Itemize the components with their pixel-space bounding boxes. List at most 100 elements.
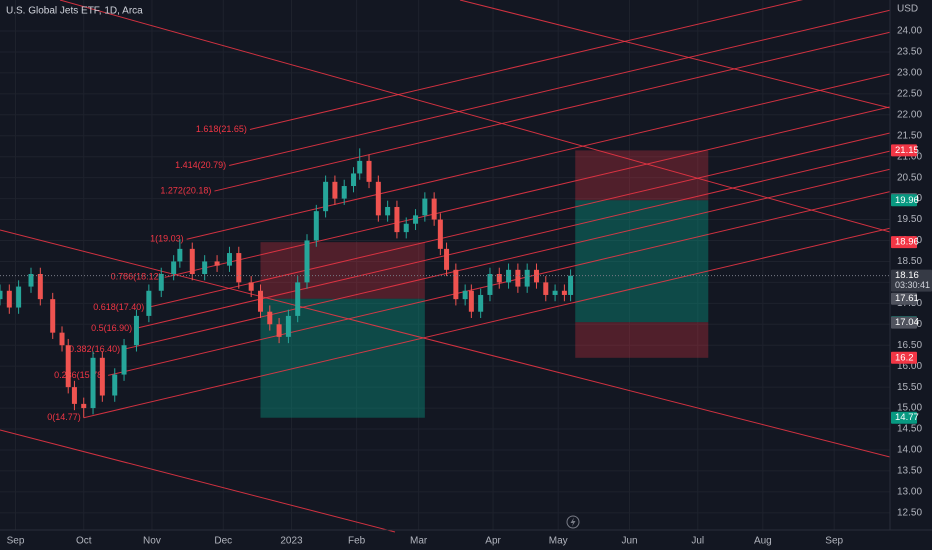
x-tick-label: Oct — [76, 536, 92, 547]
candle-body — [496, 274, 502, 283]
y-tick-label: 21.50 — [897, 130, 922, 141]
candle-body — [437, 219, 443, 249]
candle-body — [524, 269, 530, 287]
fib-label: 0.786(18.12) — [111, 272, 162, 282]
fib-label: 1.414(20.79) — [175, 160, 226, 170]
candle-body — [121, 345, 127, 375]
y-tick-label: 14.00 — [897, 445, 922, 456]
candle-body — [248, 282, 254, 291]
x-tick-label: Dec — [214, 536, 232, 547]
fib-label: 0.382(16.40) — [69, 344, 120, 354]
candle-body — [313, 211, 319, 241]
candle-body — [177, 248, 183, 262]
candle-body — [202, 261, 208, 275]
fib-level — [229, 9, 891, 166]
price-label: 17.04 — [895, 317, 919, 328]
x-tick-label: Sep — [825, 536, 843, 547]
y-tick-label: 20.50 — [897, 172, 922, 183]
candle-body — [267, 311, 273, 325]
x-tick-label: Jul — [691, 536, 704, 547]
position-zones — [260, 150, 709, 418]
candle-body — [533, 269, 539, 283]
price-label: 19.96 — [895, 195, 919, 206]
position-zone — [260, 242, 425, 299]
candle-body — [6, 290, 12, 308]
fib-label: 0.5(16.90) — [91, 323, 132, 333]
y-tick-label: 21.00 — [897, 151, 922, 162]
candle-body — [276, 324, 282, 337]
candle-body — [487, 274, 493, 295]
candle-body — [323, 181, 329, 212]
price-label-bg — [891, 144, 917, 157]
candle-body — [431, 198, 437, 220]
price-label-bg — [891, 236, 917, 249]
x-tick-label: Sep — [7, 536, 25, 547]
candle-body — [16, 286, 22, 308]
y-tick-label: 14.50 — [897, 424, 922, 435]
x-tick-label: Nov — [143, 536, 161, 547]
fib-level — [249, 0, 804, 130]
candle-body — [71, 387, 77, 404]
candle-body — [146, 290, 152, 316]
price-label-bg — [891, 411, 917, 424]
candle-body — [226, 253, 232, 266]
candle-body — [394, 206, 400, 233]
y-tick-label: 13.50 — [897, 466, 922, 477]
currency: USD — [897, 4, 918, 15]
x-tick-label: Jun — [621, 536, 637, 547]
trendline — [59, 0, 891, 233]
candle-body — [366, 160, 372, 182]
candle-body — [506, 269, 512, 283]
candles — [0, 148, 890, 418]
candle-body — [515, 269, 521, 287]
fib-label: 0(14.77) — [47, 412, 81, 422]
candle-body — [90, 357, 96, 409]
candle-body — [0, 290, 3, 300]
fib-level — [122, 168, 891, 350]
candle-body — [351, 173, 357, 187]
last-price-label: 18.16 — [895, 270, 919, 281]
candle-body — [99, 357, 105, 396]
candle-body — [332, 181, 338, 199]
y-tick-label: 15.00 — [897, 403, 922, 414]
candle-body — [158, 274, 164, 291]
candle-body — [214, 261, 220, 266]
y-tick-label: 13.00 — [897, 487, 922, 498]
candle-body — [304, 240, 310, 283]
candle-body — [462, 290, 468, 300]
candle-body — [28, 274, 34, 287]
price-labels: 21.1519.9919.9618.9617.6117.0517.0416.21… — [891, 144, 932, 424]
price-label: 17.61 — [895, 293, 919, 304]
x-tick-label: May — [549, 536, 568, 547]
fib-channel: 0(14.77) 0.236(15.78) 0.382(16.40) 0.5(16.9… — [47, 0, 891, 422]
trendline — [0, 429, 396, 533]
x-tick-label: Mar — [410, 536, 428, 547]
position-zone — [575, 200, 709, 323]
candle-body — [59, 332, 65, 346]
candle-body — [375, 181, 381, 216]
y-tick-label: 18.50 — [897, 256, 922, 267]
candle-body — [413, 215, 419, 224]
fib-level — [186, 73, 891, 240]
chart-title: U.S. Global Jets ETF, 1D, Arca — [6, 6, 143, 17]
replay-icon[interactable] — [566, 515, 580, 529]
candle-body — [422, 198, 428, 216]
candle-body — [568, 275, 574, 295]
x-tick-label: 2023 — [280, 536, 303, 547]
y-tick-label: 15.50 — [897, 382, 922, 393]
countdown: 03:30:41 — [895, 280, 930, 290]
candle-body — [133, 315, 139, 346]
y-tick-label: 16.50 — [897, 340, 922, 351]
candle-body — [65, 345, 71, 388]
price-label-bg — [891, 292, 917, 305]
candle-body — [453, 269, 459, 300]
y-tick-label: 22.50 — [897, 88, 922, 99]
candle-body — [444, 248, 450, 270]
trendline — [0, 229, 891, 458]
position-zone — [575, 322, 709, 358]
x-tick-label: Feb — [348, 536, 366, 547]
fib-label: 1(19.03) — [150, 234, 184, 244]
fib-level — [214, 31, 891, 192]
